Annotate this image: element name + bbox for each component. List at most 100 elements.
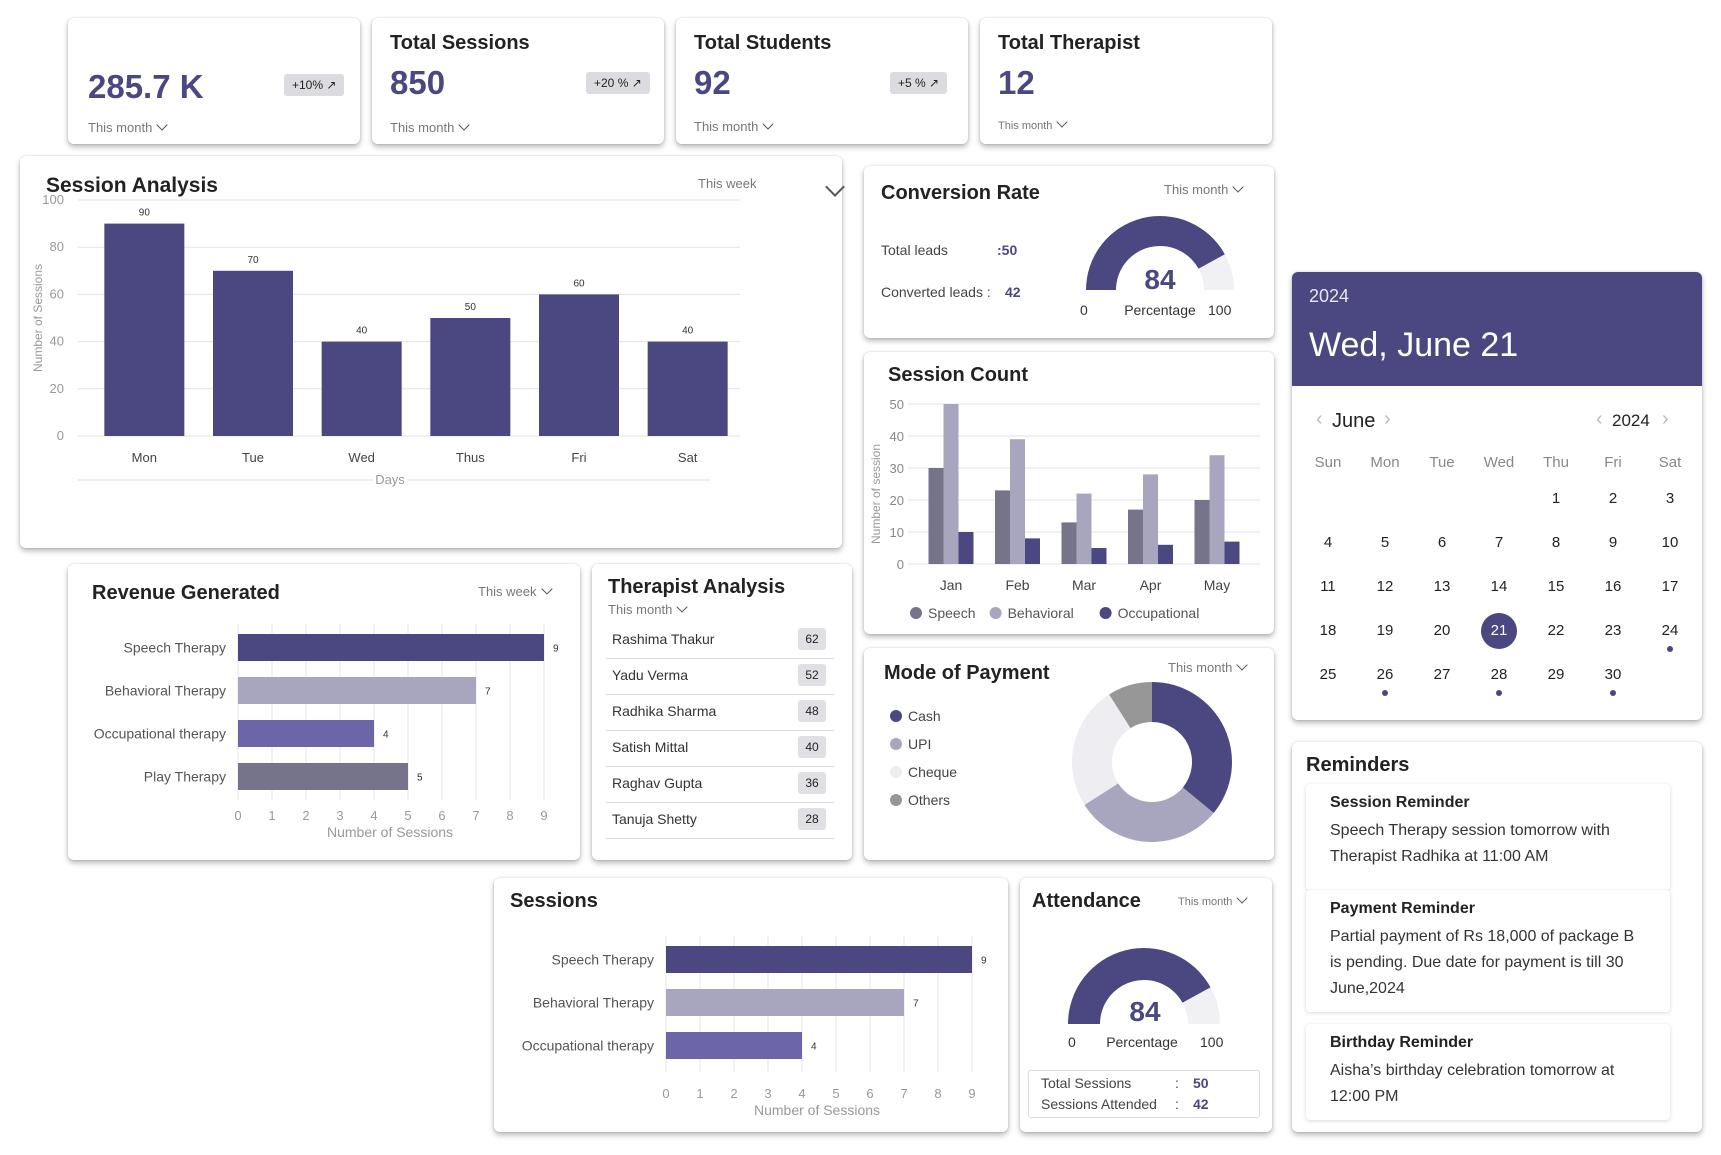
therapist-row[interactable]: Tanuja Shetty 28 <box>606 802 834 839</box>
therapist-session-count: 36 <box>798 772 826 794</box>
calendar-day[interactable]: 10 <box>1661 534 1679 551</box>
calendar-day[interactable]: 28 <box>1490 666 1508 683</box>
reminder-item[interactable]: Birthday Reminder Aisha’s birthday celeb… <box>1306 1024 1670 1120</box>
calendar-day[interactable]: 3 <box>1665 490 1675 507</box>
month-next-icon[interactable]: › <box>1384 408 1391 430</box>
therapist-row[interactable]: Satish Mittal 40 <box>606 730 834 767</box>
legend-marker <box>989 607 1002 619</box>
calendar-day[interactable]: 29 <box>1547 666 1565 683</box>
y-tick-label: 20 <box>50 381 64 396</box>
bar <box>1194 500 1210 564</box>
therapist-row[interactable]: Rashima Thakur 62 <box>606 622 834 659</box>
y-tick-label: Occupational therapy <box>94 726 226 742</box>
bar <box>1025 538 1040 564</box>
calendar-day[interactable]: 6 <box>1437 534 1447 551</box>
period-select[interactable]: This month <box>998 116 1069 132</box>
card-title: Revenue Generated <box>92 582 280 604</box>
data-label: 9 <box>981 956 987 967</box>
period-label: This month <box>998 120 1053 132</box>
calendar-day[interactable]: 7 <box>1494 534 1504 551</box>
legend-label: UPI <box>908 736 932 752</box>
period-select[interactable]: This month <box>88 119 168 135</box>
event-indicator <box>1382 690 1388 696</box>
therapist-row[interactable]: Radhika Sharma 48 <box>606 694 834 731</box>
calendar-day[interactable]: 23 <box>1604 622 1622 639</box>
therapist-row[interactable]: Yadu Verma 52 <box>606 658 834 695</box>
calendar-day[interactable]: 26 <box>1376 666 1394 683</box>
period-select[interactable]: This month <box>390 119 470 135</box>
year-prev-icon[interactable]: ‹ <box>1596 408 1603 430</box>
card-title: Session Count <box>888 364 1029 386</box>
calendar-day[interactable]: 13 <box>1433 578 1451 595</box>
converted-leads-label: Converted leads : <box>881 284 991 300</box>
data-label: 40 <box>682 326 694 337</box>
calendar-day[interactable]: 11 <box>1320 578 1336 595</box>
y-tick-label: 0 <box>897 557 904 572</box>
period-select[interactable]: This week <box>698 176 757 191</box>
x-tick-label: 1 <box>268 808 275 823</box>
y-tick-label: Speech Therapy <box>552 952 654 968</box>
y-tick-label: 60 <box>50 286 64 301</box>
period-select[interactable]: This month <box>694 118 774 134</box>
x-tick-label: Fri <box>571 450 586 465</box>
x-tick-label: Feb <box>1005 577 1029 593</box>
legend-item: UPI <box>890 736 931 752</box>
calendar-day[interactable]: 22 <box>1547 622 1565 639</box>
period-select[interactable]: This month <box>1168 659 1248 675</box>
calendar-day[interactable]: 20 <box>1433 622 1451 639</box>
year-label[interactable]: 2024 <box>1612 411 1650 430</box>
bar <box>430 318 511 436</box>
calendar-day[interactable]: 4 <box>1323 534 1333 551</box>
stat-card-students: Total Students 92 +5 % ↗ This month <box>676 18 968 144</box>
calendar-day[interactable]: 12 <box>1376 578 1394 595</box>
calendar-day[interactable]: 27 <box>1433 666 1451 683</box>
calendar-year[interactable]: 2024 <box>1309 286 1350 306</box>
reminder-item[interactable]: Payment Reminder Partial payment of Rs 1… <box>1306 890 1670 1012</box>
calendar-day[interactable]: 1 <box>1551 490 1561 507</box>
calendar-day[interactable]: 21 <box>1490 622 1508 639</box>
calendar-day[interactable]: 24 <box>1661 622 1679 639</box>
bar <box>928 468 944 564</box>
gauge-value: 84 <box>1129 996 1161 1027</box>
conversion-rate-card: Conversion Rate This month Total leads :… <box>864 166 1274 338</box>
event-indicator <box>1496 690 1502 696</box>
period-select[interactable]: This month <box>608 601 688 617</box>
calendar-day[interactable]: 5 <box>1380 534 1390 551</box>
gauge-max: 100 <box>1208 302 1232 318</box>
period-select[interactable]: This month <box>1178 892 1249 908</box>
bar <box>321 341 402 436</box>
calendar-day[interactable]: 8 <box>1551 534 1561 551</box>
calendar-day[interactable]: 17 <box>1661 578 1679 595</box>
month-label[interactable]: June <box>1332 410 1376 432</box>
calendar-day[interactable]: 30 <box>1604 666 1622 683</box>
card-title: Reminders <box>1306 754 1410 776</box>
trend-badge: +20 % ↗ <box>586 72 650 94</box>
reminder-title: Payment Reminder <box>1330 900 1475 917</box>
therapist-row[interactable]: Raghav Gupta 36 <box>606 766 834 803</box>
event-indicator <box>1610 690 1616 696</box>
period-select[interactable]: This month <box>1164 181 1244 197</box>
calendar-day[interactable]: 19 <box>1376 622 1394 639</box>
gauge-min: 0 <box>1080 302 1088 318</box>
calendar-day[interactable]: 14 <box>1490 578 1508 595</box>
y-axis-label: Number of Sessions <box>31 264 45 372</box>
calendar-day[interactable]: 2 <box>1608 490 1618 507</box>
gauge-fill <box>1086 216 1225 290</box>
calendar-grid: Sun Mon Tue Wed Thu Fri Sat 1 2 3 4 5 6 7 8 9 10 11 12 13 14… <box>1292 272 1702 720</box>
calendar-day[interactable]: 16 <box>1604 578 1622 595</box>
trend-badge: +5 % ↗ <box>890 72 948 94</box>
year-next-icon[interactable]: › <box>1662 408 1669 430</box>
therapist-name: Satish Mittal <box>612 739 689 755</box>
y-tick-label: Play Therapy <box>144 769 226 785</box>
period-select[interactable]: This week <box>478 583 553 599</box>
data-label: 50 <box>465 302 477 313</box>
month-prev-icon[interactable]: ‹ <box>1316 408 1323 430</box>
calendar-day[interactable]: 18 <box>1319 622 1337 639</box>
reminder-item[interactable]: Session Reminder Speech Therapy session … <box>1306 784 1670 890</box>
calendar-day[interactable]: 15 <box>1547 578 1565 595</box>
x-tick-label: 0 <box>662 1086 669 1101</box>
conversion-gauge <box>1086 216 1234 290</box>
calendar-day[interactable]: 9 <box>1608 534 1618 551</box>
calendar-day[interactable]: 25 <box>1319 666 1337 683</box>
x-tick-label: Tue <box>242 450 264 465</box>
